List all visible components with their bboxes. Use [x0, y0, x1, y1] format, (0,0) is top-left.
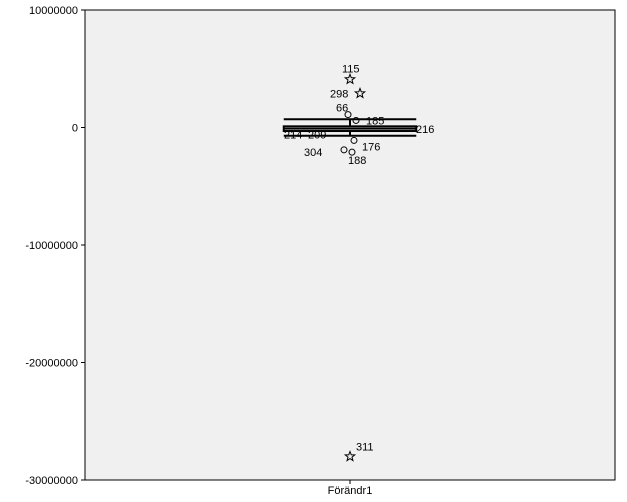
y-axis-tick-label: -20000000 — [25, 358, 78, 370]
outlier-label: 176 — [362, 141, 380, 153]
y-axis-tick-label: 0 — [72, 123, 78, 135]
outlier-label: 66 — [336, 103, 348, 115]
outlier-label: 188 — [348, 155, 366, 167]
outlier-label: 214 — [284, 130, 302, 142]
plot-area — [85, 10, 615, 480]
outlier-label: 216 — [416, 124, 434, 136]
outlier-label: 298 — [330, 88, 348, 100]
outlier-label: 311 — [356, 442, 374, 454]
outlier-label: 115 — [342, 63, 360, 75]
y-axis-tick-label: -30000000 — [25, 475, 78, 487]
y-axis-tick-label: 10000000 — [29, 5, 78, 17]
y-axis-tick-label: -10000000 — [25, 240, 78, 252]
outlier-label: 185 — [366, 115, 384, 127]
outlier-label: 209 — [308, 130, 326, 142]
outlier-label: 304 — [304, 147, 322, 159]
boxplot-chart: -30000000 -20000000 -10000000 0 10000000 För… — [0, 0, 627, 502]
x-axis-category-label: Förändr1 — [328, 485, 373, 497]
